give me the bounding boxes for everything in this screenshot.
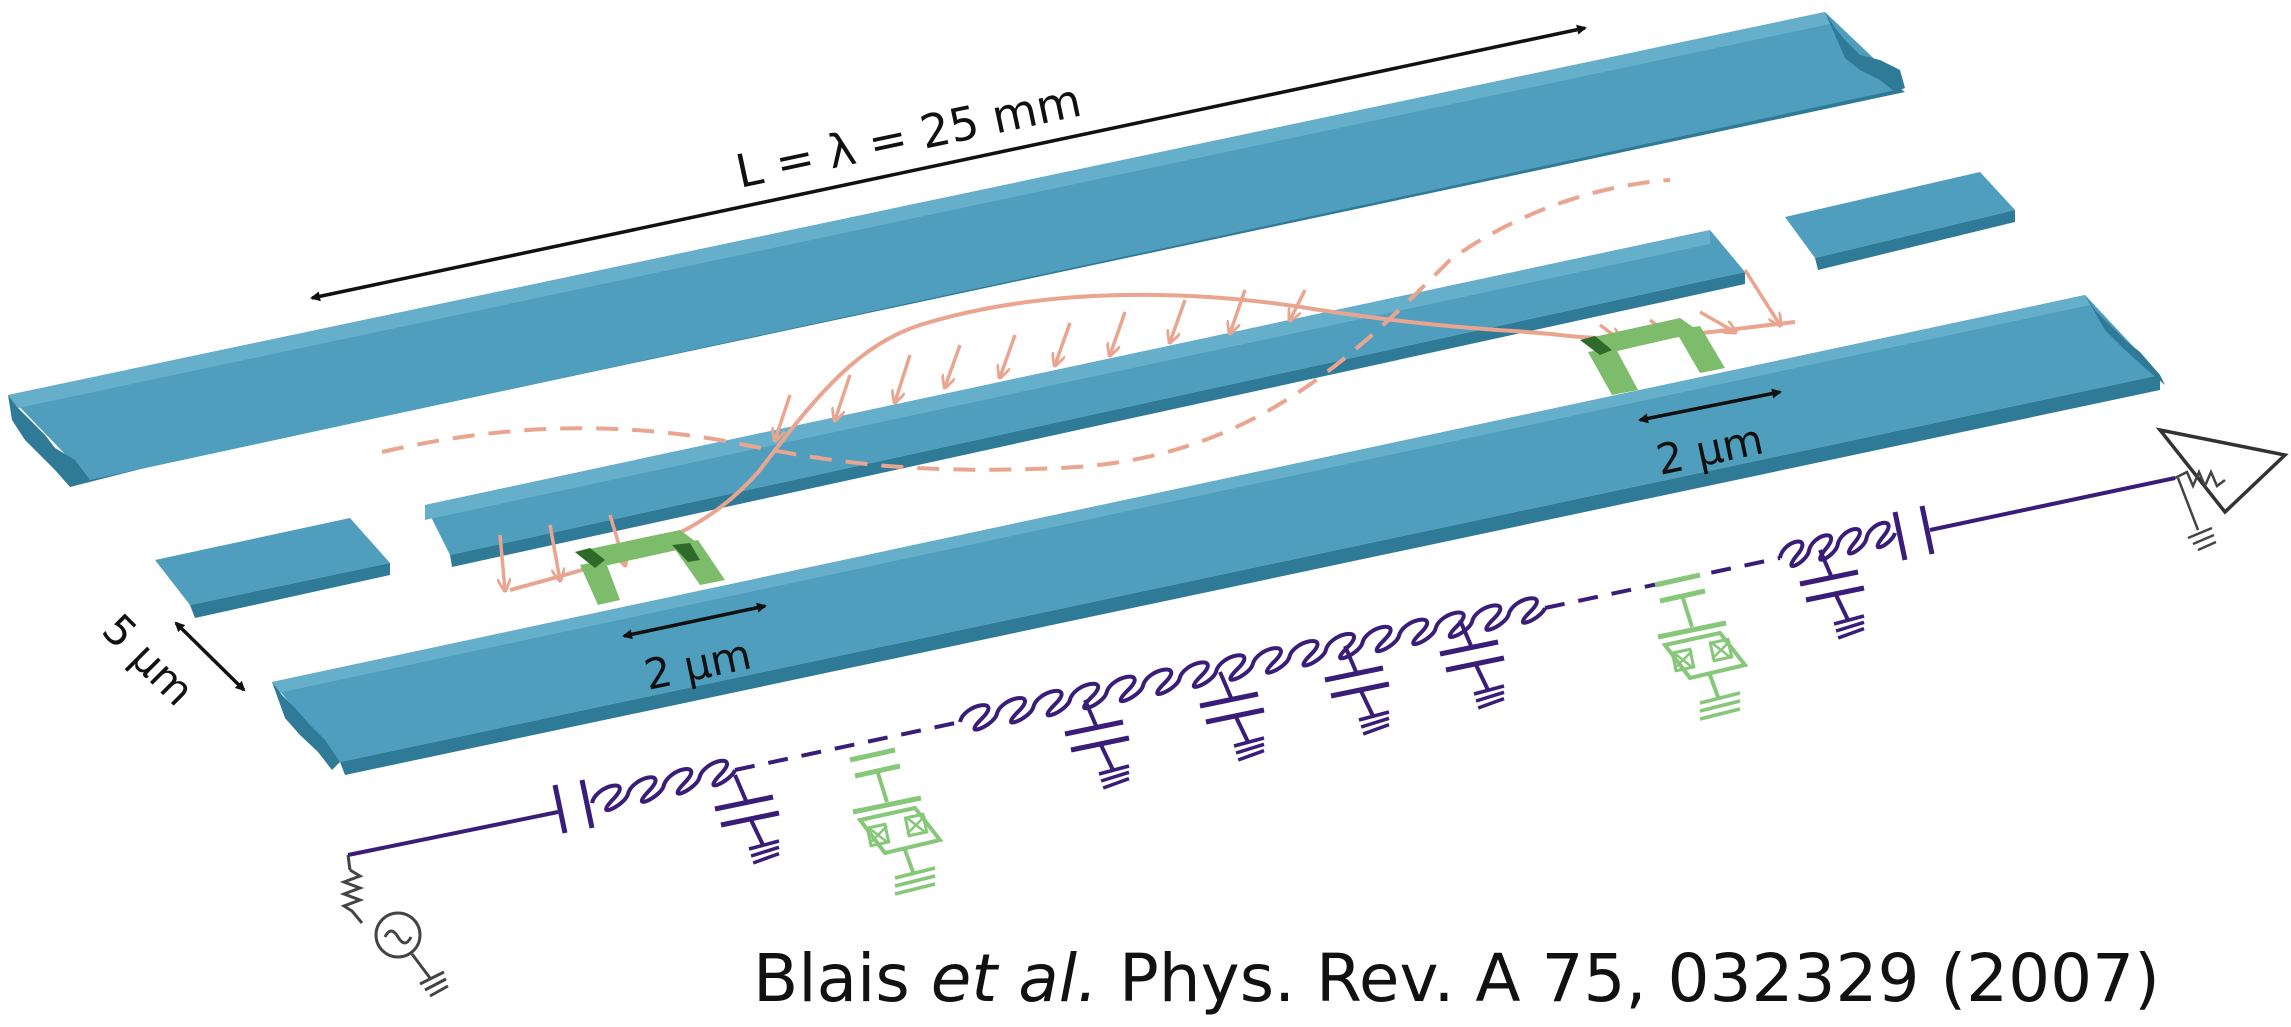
- gap-width-label: 5 μm: [93, 604, 204, 715]
- field-arrow: [500, 534, 505, 590]
- field-arrow: [775, 394, 792, 440]
- josephson-junction-icon: [856, 805, 944, 856]
- qubit-right: [1580, 318, 1725, 395]
- equivalent-circuit: [339, 427, 2289, 998]
- resistor-icon: [2174, 468, 2226, 490]
- junction-right-dimension-arrow: [1638, 388, 1782, 424]
- ac-source-icon: [339, 854, 449, 998]
- gap-dimension-arrow: [174, 621, 246, 692]
- circuit-dashed-link-left: [734, 720, 961, 772]
- qubit-circuit: [1654, 572, 1749, 721]
- qubit-left: [575, 530, 725, 605]
- citation-reference: Phys. Rev. A 75, 032329 (2007): [1119, 940, 2160, 1017]
- field-arrow: [835, 374, 852, 420]
- inductor-icon: [590, 758, 737, 813]
- field-arrow: [548, 524, 560, 580]
- citation-etal: et al.: [930, 940, 1099, 1017]
- length-dimension-arrow: [310, 24, 1587, 302]
- field-arrow: [1230, 289, 1247, 333]
- capacitor-icon: [1324, 645, 1390, 736]
- input-capacitor-icon: [552, 779, 595, 834]
- field-arrow: [1055, 322, 1072, 365]
- inductor-chain-icon: [958, 596, 1547, 732]
- ground-icon: [419, 970, 449, 998]
- field-arrow: [1000, 334, 1017, 377]
- citation-authors: Blais: [753, 940, 910, 1017]
- field-arrow: [895, 354, 912, 402]
- field-arrow: [1699, 310, 1735, 332]
- amplifier-icon: [2155, 427, 2289, 552]
- capacitor-icon: [1064, 699, 1130, 790]
- output-stub-conductor: [1785, 172, 2015, 270]
- capacitor-icon: [714, 774, 780, 865]
- ground-icon: [2187, 526, 2217, 552]
- field-arrows: [500, 269, 1780, 590]
- qubit-circuit: [849, 747, 944, 896]
- junction-left-dimension-arrow: [622, 602, 767, 640]
- capacitor-icon: [1799, 549, 1865, 640]
- capacitor-icon: [1199, 671, 1265, 762]
- resistor-icon: [339, 868, 365, 924]
- josephson-junction-icon: [1661, 630, 1749, 681]
- field-arrow: [1170, 299, 1187, 342]
- output-capacitor-icon: [1892, 505, 1935, 561]
- input-stub-conductor: [155, 518, 390, 618]
- capacitor-icon: [1439, 619, 1505, 710]
- field-arrow: [945, 344, 962, 387]
- inductor-end-icon: [1778, 520, 1897, 568]
- qubit-circuits: [849, 572, 1749, 896]
- shunt-capacitors: [714, 549, 1865, 865]
- field-arrow: [1743, 269, 1780, 325]
- field-arrow: [1110, 311, 1127, 355]
- citation: Blais et al. Phys. Rev. A 75, 032329 (20…: [753, 940, 2160, 1017]
